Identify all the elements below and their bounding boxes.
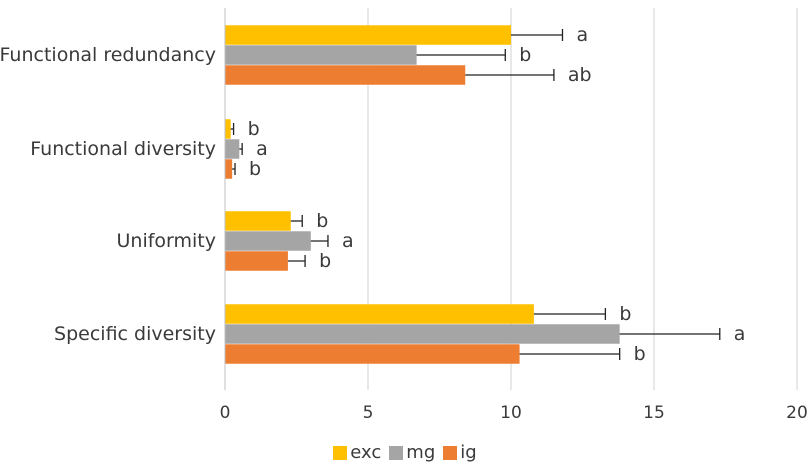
legend-label: ig	[460, 442, 477, 463]
legend-swatch	[443, 445, 458, 460]
x-tick-label: 10	[500, 403, 522, 423]
bar-mg	[225, 45, 417, 65]
legend-label: exc	[350, 442, 382, 463]
significance-label: ab	[568, 64, 592, 86]
x-tick-label: 5	[363, 403, 374, 423]
legend-item-exc: exc	[333, 442, 381, 463]
significance-label: a	[342, 230, 354, 252]
category-label: Specific diversity	[54, 323, 216, 345]
bar-ig	[225, 65, 466, 85]
bar-mg	[225, 324, 620, 344]
significance-label: b	[319, 250, 331, 272]
bar-ig	[225, 344, 520, 364]
x-tick-labels: 0 5 10 15 20	[220, 403, 808, 423]
significance-label: b	[634, 343, 646, 365]
legend-swatch	[389, 445, 404, 460]
legend-item-ig: ig	[443, 442, 477, 463]
bar-ig	[225, 251, 288, 271]
bar-mg	[225, 231, 311, 251]
bar-exc	[225, 304, 534, 324]
category-label: Uniformity	[117, 230, 217, 252]
significance-label: a	[256, 138, 268, 160]
legend-label: mg	[406, 442, 436, 463]
category-label: Functional diversity	[30, 138, 216, 160]
significance-label: b	[619, 303, 631, 325]
bar-exc	[225, 119, 231, 139]
legend: exc mg ig	[0, 442, 810, 463]
category-label: Functional redundancy	[0, 44, 216, 66]
bar-ig	[225, 159, 233, 179]
category-labels: Functional redundancy Functional diversit…	[0, 44, 216, 345]
x-tick-label: 15	[643, 403, 665, 423]
bar-exc	[225, 25, 511, 45]
significance-label: a	[576, 24, 588, 46]
significance-label: b	[249, 158, 261, 180]
legend-item-mg: mg	[389, 442, 435, 463]
bar-mg	[225, 139, 240, 159]
significance-label: b	[519, 44, 531, 66]
significance-label: b	[316, 210, 328, 232]
x-tick-label: 20	[786, 403, 808, 423]
significance-label: a	[734, 323, 746, 345]
significance-label: b	[248, 118, 260, 140]
legend-swatch	[333, 445, 348, 460]
x-tick-label: 0	[220, 403, 231, 423]
bar-exc	[225, 211, 291, 231]
